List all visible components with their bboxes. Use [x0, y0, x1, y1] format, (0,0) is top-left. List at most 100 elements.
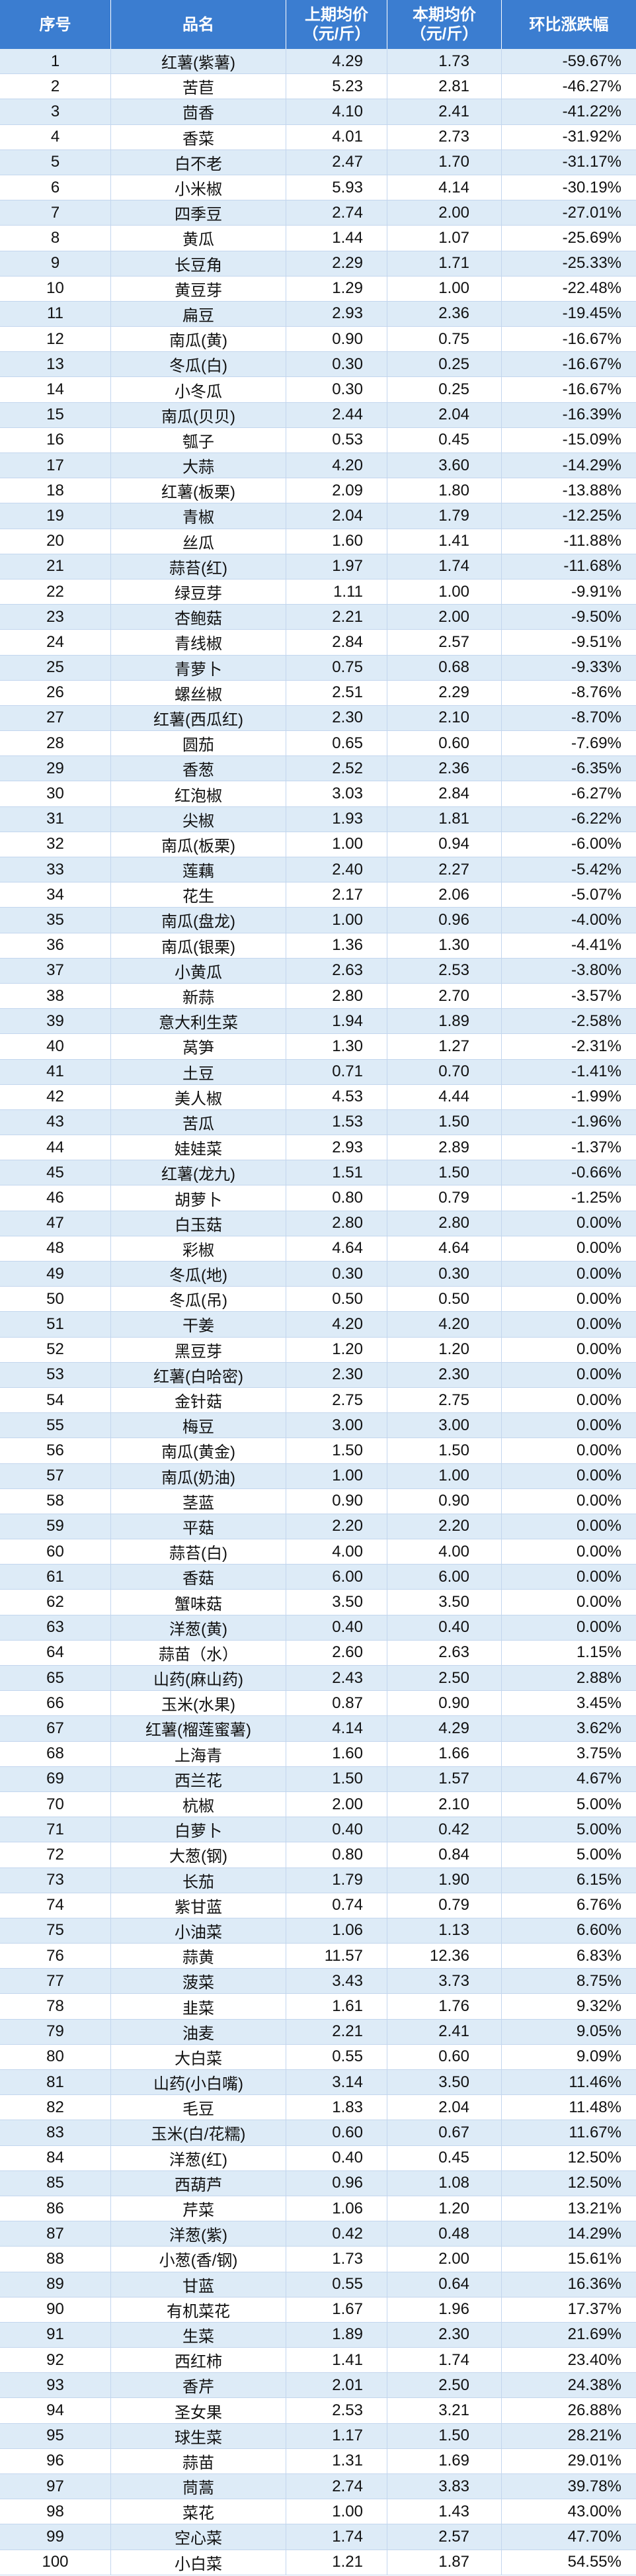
last-period-price-cell: 2.00 — [286, 1791, 387, 1817]
table-row: 32 南瓜(板栗) 1.00 0.94 -6.00% — [0, 832, 636, 857]
change-rate-cell: 47.70% — [567, 2527, 621, 2546]
item-name-cell: 冬瓜(地) — [111, 1262, 286, 1287]
last-period-price-cell: 2.43 — [286, 1666, 387, 1691]
change-rate-cell: 5.00% — [576, 1795, 621, 1813]
row-number-cell: 72 — [0, 1842, 111, 1868]
item-name-cell: 蒜苔(白) — [111, 1539, 286, 1565]
item-name-cell: 茎蓝 — [111, 1488, 286, 1514]
change-rate-cell: 9.32% — [576, 1997, 621, 2016]
current-period-price-cell: 2.41 — [387, 2019, 502, 2044]
last-period-price-cell: 1.00 — [286, 908, 387, 933]
change-rate-cell: -1.99% — [571, 1088, 621, 1106]
row-number-cell: 23 — [0, 605, 111, 630]
item-name-cell: 空心菜 — [111, 2524, 286, 2550]
change-rate-cell: 5.00% — [576, 1820, 621, 1838]
table-row: 44 娃娃菜 2.93 2.89 -1.37% — [0, 1135, 636, 1161]
table-row: 93 香芹 2.01 2.50 24.38% — [0, 2373, 636, 2399]
change-rate-cell: -27.01% — [562, 203, 621, 222]
change-rate-cell: -8.76% — [571, 683, 621, 702]
table-row: 85 西葫芦 0.96 1.08 12.50% — [0, 2170, 636, 2196]
row-number-cell: 95 — [0, 2423, 111, 2448]
change-rate-cell: 11.67% — [569, 2123, 621, 2141]
table-row: 42 美人椒 4.53 4.44 -1.99% — [0, 1084, 636, 1110]
table-row: 87 洋葱(紫) 0.42 0.48 14.29% — [0, 2221, 636, 2247]
table-row: 2 苦苣 5.23 2.81 -46.27% — [0, 74, 636, 100]
change-rate-cell: -16.67% — [562, 355, 621, 373]
item-name-cell: 小冬瓜 — [111, 377, 286, 402]
change-rate-cell: -4.41% — [571, 936, 621, 955]
change-rate-cell: 0.00% — [576, 1239, 621, 1258]
row-number-cell: 27 — [0, 705, 111, 731]
last-period-price-cell: 2.93 — [286, 1135, 387, 1160]
change-rate-cell: 16.36% — [567, 2275, 621, 2294]
current-period-price-cell: 1.00 — [387, 579, 502, 605]
item-name-cell: 红薯(板栗) — [111, 478, 286, 503]
item-name-cell: 新蒜 — [111, 983, 286, 1009]
table-row: 61 香菇 6.00 6.00 0.00% — [0, 1565, 636, 1590]
last-period-price-cell: 2.29 — [286, 251, 387, 276]
last-period-price-cell: 0.96 — [286, 2170, 387, 2196]
current-period-price-cell: 1.50 — [387, 1109, 502, 1135]
header-current-period-price: 本期均价 （元/斤） — [387, 0, 502, 49]
row-number-cell: 15 — [0, 402, 111, 427]
last-period-price-cell: 1.44 — [286, 226, 387, 251]
current-period-price-cell: 2.41 — [387, 99, 502, 124]
current-period-price-cell: 2.50 — [387, 2373, 502, 2398]
change-rate-cell: -1.37% — [571, 1138, 621, 1156]
header-item-name-label: 品名 — [182, 15, 214, 34]
change-rate-cell: 29.01% — [567, 2452, 621, 2470]
last-period-price-cell: 4.10 — [286, 99, 387, 124]
change-rate-cell: 0.00% — [576, 1441, 621, 1459]
current-period-price-cell: 0.90 — [387, 1691, 502, 1716]
header-last-period-price: 上期均价 （元/斤） — [286, 0, 387, 49]
table-row: 98 菜花 1.00 1.43 43.00% — [0, 2499, 636, 2525]
current-period-price-cell: 0.50 — [387, 1287, 502, 1312]
table-row: 81 山药(小白嘴) 3.14 3.50 11.46% — [0, 2070, 636, 2096]
item-name-cell: 平菇 — [111, 1514, 286, 1539]
row-number-cell: 96 — [0, 2448, 111, 2473]
row-number-cell: 34 — [0, 882, 111, 908]
row-number-cell: 2 — [0, 74, 111, 99]
row-number-cell: 76 — [0, 1944, 111, 1969]
row-number-cell: 7 — [0, 200, 111, 226]
table-row: 49 冬瓜(地) 0.30 0.30 0.00% — [0, 1262, 636, 1287]
current-period-price-cell: 2.00 — [387, 200, 502, 226]
table-row: 50 冬瓜(吊) 0.50 0.50 0.00% — [0, 1287, 636, 1312]
table-row: 7 四季豆 2.74 2.00 -27.01% — [0, 200, 636, 226]
current-period-price-cell: 0.79 — [387, 1893, 502, 1918]
current-period-price-cell: 1.27 — [387, 1034, 502, 1059]
item-name-cell: 金针菇 — [111, 1387, 286, 1413]
last-period-price-cell: 4.20 — [286, 453, 387, 478]
change-rate-cell: -30.19% — [562, 178, 621, 196]
item-name-cell: 大白菜 — [111, 2044, 286, 2069]
current-period-price-cell: 2.20 — [387, 1514, 502, 1539]
table-row: 41 土豆 0.71 0.70 -1.41% — [0, 1059, 636, 1085]
change-rate-cell: -1.96% — [571, 1113, 621, 1131]
row-number-cell: 82 — [0, 2095, 111, 2120]
last-period-price-cell: 2.21 — [286, 605, 387, 630]
item-name-cell: 小葱(香/钢) — [111, 2247, 286, 2272]
item-name-cell: 意大利生菜 — [111, 1009, 286, 1034]
row-number-cell: 17 — [0, 453, 111, 478]
table-row: 6 小米椒 5.93 4.14 -30.19% — [0, 175, 636, 201]
item-name-cell: 黄瓜 — [111, 226, 286, 251]
item-name-cell: 韭菜 — [111, 1994, 286, 2019]
row-number-cell: 25 — [0, 655, 111, 680]
last-period-price-cell: 1.93 — [286, 806, 387, 832]
change-rate-cell: -1.25% — [571, 1189, 621, 1207]
item-name-cell: 香葱 — [111, 756, 286, 781]
current-period-price-cell: 0.68 — [387, 655, 502, 680]
row-number-cell: 63 — [0, 1615, 111, 1640]
current-period-price-cell: 1.08 — [387, 2170, 502, 2196]
item-name-cell: 南瓜(板栗) — [111, 832, 286, 857]
item-name-cell: 南瓜(黄) — [111, 327, 286, 352]
table-row: 100 小白菜 1.21 1.87 54.55% — [0, 2550, 636, 2575]
last-period-price-cell: 1.29 — [286, 276, 387, 301]
item-name-cell: 南瓜(贝贝) — [111, 402, 286, 427]
change-rate-cell: 54.55% — [567, 2553, 621, 2571]
item-name-cell: 冬瓜(白) — [111, 352, 286, 377]
current-period-price-cell: 1.81 — [387, 806, 502, 832]
last-period-price-cell: 0.74 — [286, 1893, 387, 1918]
row-number-cell: 59 — [0, 1514, 111, 1539]
row-number-cell: 1 — [0, 49, 111, 74]
